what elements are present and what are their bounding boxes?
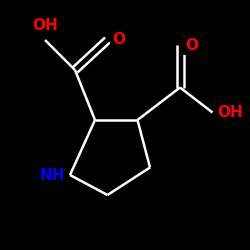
- Text: OH: OH: [218, 105, 243, 120]
- Text: O: O: [185, 38, 198, 52]
- Text: O: O: [112, 32, 126, 48]
- Text: NH: NH: [40, 168, 65, 182]
- Text: OH: OH: [32, 18, 58, 32]
